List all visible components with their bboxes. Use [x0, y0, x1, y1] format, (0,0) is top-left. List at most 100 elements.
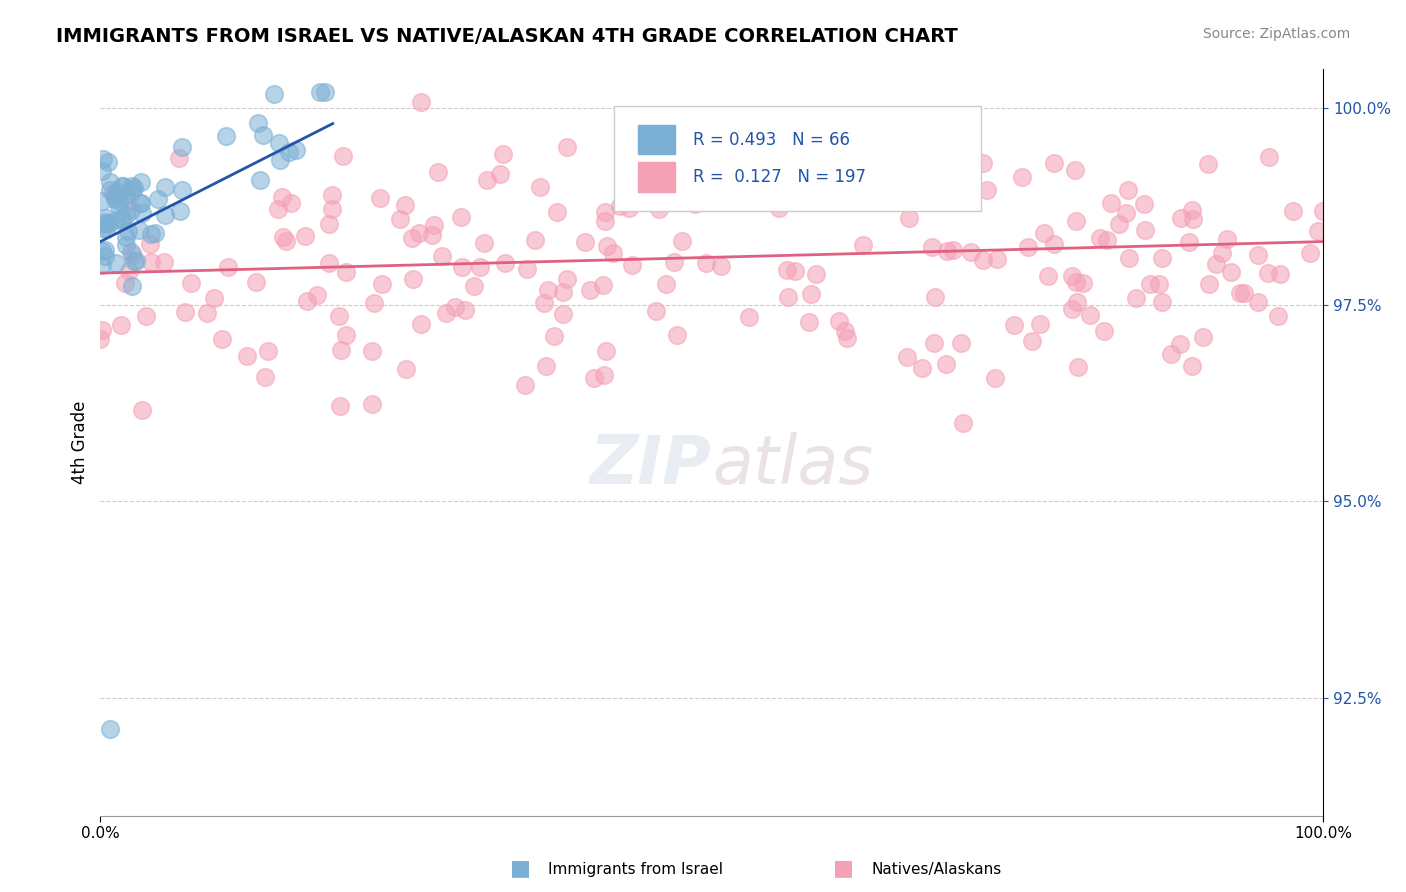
Point — [827, 156, 849, 170]
Text: ■: ■ — [510, 858, 530, 878]
Point — [388, 212, 411, 227]
Point — [644, 304, 666, 318]
Point — [553, 285, 575, 300]
Point — [921, 240, 943, 254]
Point — [595, 344, 617, 359]
Point — [115, 195, 138, 210]
Point — [602, 245, 624, 260]
Text: Immigrants from Israel: Immigrants from Israel — [548, 863, 723, 877]
Point — [269, 136, 291, 150]
Point — [1133, 197, 1156, 211]
Point — [249, 173, 271, 187]
Point — [1064, 275, 1087, 289]
Point — [834, 324, 856, 338]
Point — [284, 143, 307, 157]
Point — [360, 344, 382, 359]
Point — [709, 160, 731, 174]
Point — [1268, 267, 1291, 281]
Point — [1198, 277, 1220, 291]
Point — [111, 179, 134, 194]
Point — [174, 305, 197, 319]
Point — [935, 358, 957, 372]
Point — [269, 153, 291, 167]
Point — [368, 191, 391, 205]
Point — [960, 244, 983, 259]
Point — [295, 293, 318, 308]
Point — [409, 95, 432, 110]
Point — [278, 145, 301, 159]
Point — [454, 303, 477, 318]
Point — [1205, 257, 1227, 271]
Point — [1060, 301, 1083, 316]
Point — [820, 161, 842, 175]
Point — [620, 258, 643, 272]
Point — [534, 359, 557, 374]
Point — [145, 227, 167, 241]
Point — [328, 310, 350, 324]
Point — [1181, 359, 1204, 373]
Point — [474, 236, 496, 251]
Point — [110, 318, 132, 332]
Point — [114, 230, 136, 244]
Point — [257, 343, 280, 358]
Text: atlas: atlas — [711, 432, 873, 498]
Point — [110, 212, 132, 227]
Point — [1108, 218, 1130, 232]
Point — [489, 167, 512, 181]
Point — [131, 402, 153, 417]
Point — [641, 193, 664, 207]
Point — [952, 416, 974, 430]
Point — [768, 202, 790, 216]
Point — [1118, 252, 1140, 266]
Point — [1036, 268, 1059, 283]
Point — [1219, 264, 1241, 278]
Point — [120, 245, 142, 260]
Point — [596, 239, 619, 253]
Point — [444, 300, 467, 314]
Point — [245, 275, 267, 289]
Point — [924, 186, 946, 200]
Point — [1160, 347, 1182, 361]
Point — [90, 163, 112, 178]
Point — [662, 187, 685, 202]
Point — [593, 214, 616, 228]
Point — [96, 222, 118, 236]
Point — [671, 234, 693, 248]
Point — [692, 179, 714, 194]
Text: Natives/Alaskans: Natives/Alaskans — [872, 863, 1002, 877]
Point — [1170, 211, 1192, 225]
Point — [122, 181, 145, 195]
Point — [942, 244, 965, 258]
Point — [1168, 336, 1191, 351]
Point — [122, 248, 145, 262]
Point — [98, 216, 121, 230]
Point — [146, 192, 169, 206]
Point — [1233, 285, 1256, 300]
Point — [778, 289, 800, 303]
Point — [1192, 329, 1215, 343]
Point — [1177, 235, 1199, 249]
Bar — [638, 162, 675, 192]
Point — [1150, 295, 1173, 310]
Point — [1135, 222, 1157, 236]
Point — [98, 175, 121, 189]
Point — [835, 331, 858, 345]
Point — [1150, 252, 1173, 266]
Point — [335, 265, 357, 279]
Point — [976, 183, 998, 197]
Point — [115, 238, 138, 252]
Point — [363, 296, 385, 310]
Point — [426, 165, 449, 179]
Point — [972, 156, 994, 170]
Point — [98, 183, 121, 197]
Point — [332, 149, 354, 163]
Point — [593, 205, 616, 219]
Point — [1097, 233, 1119, 247]
Point — [475, 173, 498, 187]
Point — [804, 267, 827, 281]
Point — [121, 185, 143, 199]
Point — [276, 234, 298, 248]
Point — [852, 237, 875, 252]
Point — [314, 85, 336, 99]
Point — [395, 362, 418, 376]
